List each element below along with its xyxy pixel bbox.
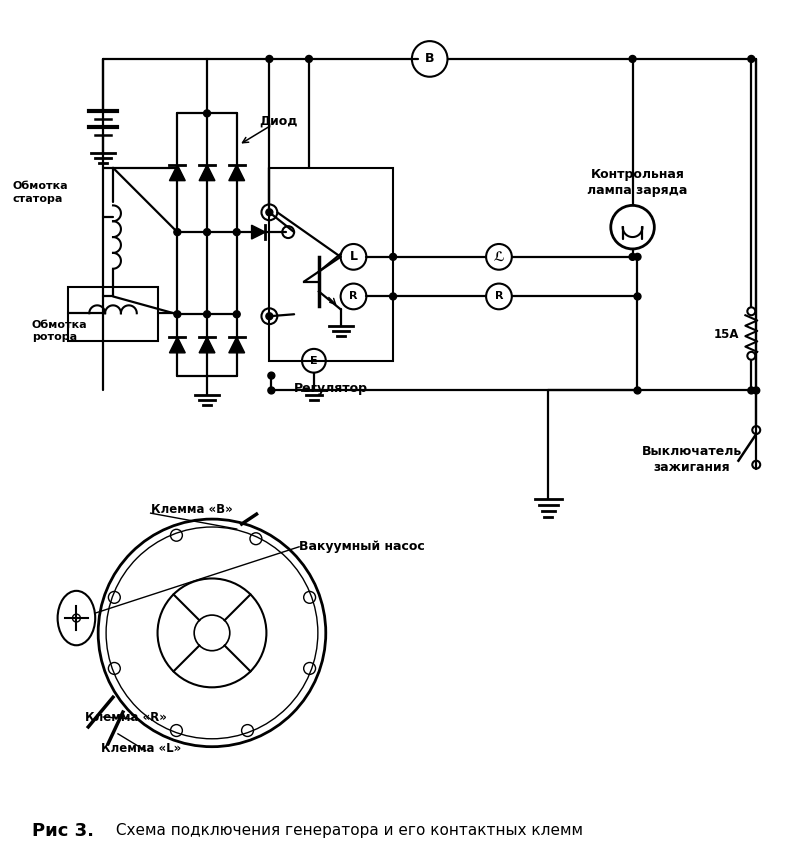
Text: В: В xyxy=(425,53,434,66)
Text: Диод: Диод xyxy=(259,115,298,128)
Text: ℒ: ℒ xyxy=(494,250,504,263)
Text: R: R xyxy=(350,292,358,301)
Circle shape xyxy=(234,229,240,236)
Polygon shape xyxy=(229,337,245,352)
Bar xyxy=(270,168,393,361)
Circle shape xyxy=(634,387,641,394)
Text: Регулятор: Регулятор xyxy=(294,382,368,395)
Bar xyxy=(69,287,158,341)
Circle shape xyxy=(629,55,636,62)
Polygon shape xyxy=(170,165,186,181)
Circle shape xyxy=(390,293,397,300)
Text: Контрольная
лампа заряда: Контрольная лампа заряда xyxy=(587,168,688,197)
Circle shape xyxy=(306,55,313,62)
Circle shape xyxy=(390,254,397,261)
Circle shape xyxy=(203,110,210,117)
Polygon shape xyxy=(229,165,245,181)
Circle shape xyxy=(266,209,273,216)
Text: Клемма «L»: Клемма «L» xyxy=(101,742,182,755)
Text: Рис 3.: Рис 3. xyxy=(32,822,94,840)
Text: E: E xyxy=(310,356,318,365)
Circle shape xyxy=(203,311,210,318)
Text: Схема подключения генератора и его контактных клемм: Схема подключения генератора и его конта… xyxy=(111,824,583,838)
Circle shape xyxy=(748,387,754,394)
Text: Выключатель
зажигания: Выключатель зажигания xyxy=(642,445,742,475)
Polygon shape xyxy=(170,337,186,352)
Text: 15А: 15А xyxy=(714,327,739,340)
Circle shape xyxy=(629,254,636,261)
Polygon shape xyxy=(199,337,215,352)
Circle shape xyxy=(634,293,641,300)
Circle shape xyxy=(268,387,275,394)
Text: L: L xyxy=(350,250,358,263)
Circle shape xyxy=(753,387,760,394)
Circle shape xyxy=(634,254,641,261)
Circle shape xyxy=(174,311,181,318)
Polygon shape xyxy=(251,225,266,239)
Circle shape xyxy=(268,372,275,379)
Text: R: R xyxy=(494,292,503,301)
Circle shape xyxy=(748,55,754,62)
Text: Обмотка
статора: Обмотка статора xyxy=(12,181,68,204)
Circle shape xyxy=(234,311,240,318)
Text: Клемма «R»: Клемма «R» xyxy=(86,710,167,723)
Circle shape xyxy=(266,55,273,62)
Text: Вакуумный насос: Вакуумный насос xyxy=(299,540,425,553)
Circle shape xyxy=(203,229,210,236)
Circle shape xyxy=(174,229,181,236)
Text: Клемма «В»: Клемма «В» xyxy=(150,502,232,515)
Circle shape xyxy=(266,313,273,320)
Polygon shape xyxy=(199,165,215,181)
Text: Обмотка
ротора: Обмотка ротора xyxy=(32,320,87,342)
